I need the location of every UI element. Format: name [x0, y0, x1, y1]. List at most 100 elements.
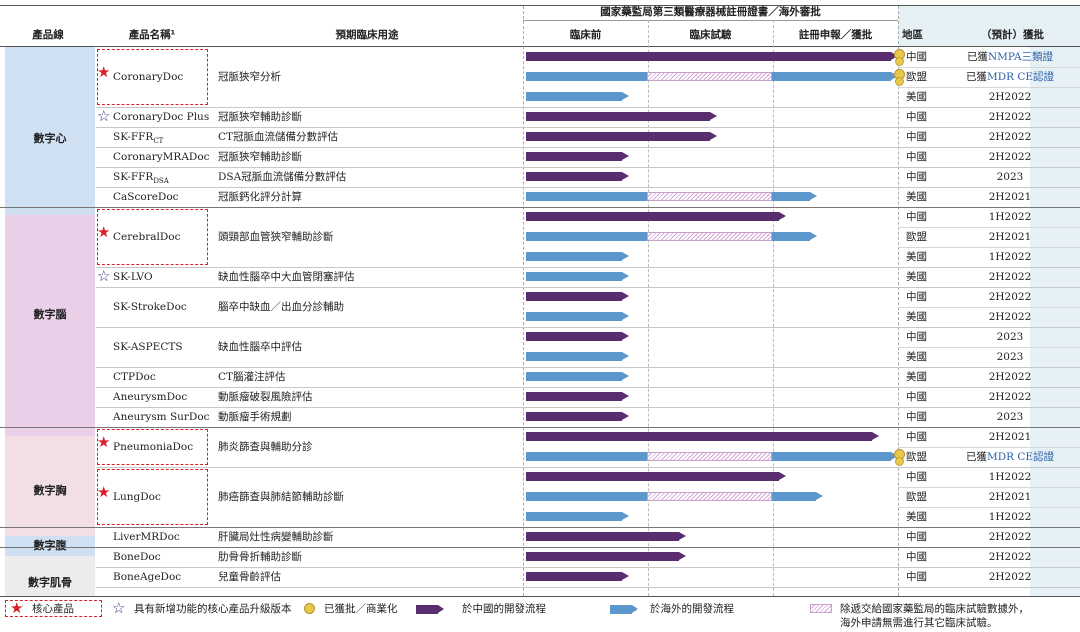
product-name: CerebralDoc	[113, 231, 181, 243]
pipeline-bar-china	[526, 532, 679, 541]
pipeline-bar-tip	[809, 192, 817, 200]
core-product-star-icon: ★	[97, 483, 111, 501]
product-intended-use: CT冠脈血流儲備分數評估	[218, 131, 339, 143]
product-intended-use: 肺癌篩查與肺結節輔助診斷	[218, 491, 344, 503]
category-bg-bone	[5, 556, 95, 596]
pipeline-bar-tip	[622, 172, 630, 180]
row-approval: 2H2022	[988, 531, 1032, 543]
pipeline-bar-tip	[872, 432, 880, 440]
core-product-box	[97, 429, 208, 465]
row-divider	[898, 67, 1080, 68]
product-divider	[96, 387, 1080, 388]
row-region: 歐盟	[906, 491, 927, 503]
product-name: LiverMRDoc	[113, 531, 180, 543]
row-approval: 2H2022	[988, 391, 1032, 403]
pipeline-bar-tip	[622, 512, 630, 520]
stage-divider-1	[648, 20, 649, 596]
category-bg-chest	[5, 436, 95, 536]
product-divider	[96, 467, 1080, 468]
category-label-bone: 數字肌骨	[28, 576, 72, 589]
row-region: 中國	[906, 111, 927, 123]
row-region: 中國	[906, 531, 927, 543]
legend-china-bar	[416, 605, 438, 614]
row-region: 中國	[906, 431, 927, 443]
stage-divider-right	[898, 6, 899, 596]
pipeline-hatch-segment	[647, 232, 772, 241]
product-name: BoneAgeDoc	[113, 571, 182, 583]
row-approval: 1H2022	[988, 211, 1032, 223]
row-divider	[898, 347, 1080, 348]
legend-overseas-bar	[610, 605, 632, 614]
pipeline-bar-tip	[622, 572, 630, 580]
legend-core-box	[5, 600, 102, 617]
row-approval: 2023	[996, 351, 1024, 363]
pipeline-bar-overseas	[526, 372, 623, 381]
core-product-box	[97, 49, 208, 105]
row-region: 中國	[906, 471, 927, 483]
product-intended-use: 肺炎篩查與輔助分診	[218, 441, 313, 453]
pipeline-bar-china	[526, 212, 779, 221]
legend-hatch-swatch	[810, 604, 832, 613]
product-intended-use: 腦卒中缺血／出血分診輔助	[218, 301, 344, 313]
row-region: 美國	[906, 251, 927, 263]
row-approval: 2H2021	[988, 231, 1032, 243]
pipeline-bar-tip	[778, 212, 786, 220]
row-region: 中國	[906, 131, 927, 143]
row-approval: 2023	[996, 331, 1024, 343]
core-product-star-icon: ★	[97, 63, 111, 81]
row-divider	[898, 307, 1080, 308]
product-name: PneumoniaDoc	[113, 441, 194, 453]
row-region: 中國	[906, 211, 927, 223]
row-approval: 2H2022	[988, 131, 1032, 143]
row-approval: 已獲MDR CE認證	[965, 451, 1055, 463]
pipeline-bar-overseas	[526, 512, 623, 521]
product-intended-use: 冠脈狹窄輔助診斷	[218, 111, 302, 123]
category-label-heart: 數字心	[33, 132, 67, 145]
product-intended-use: 頭頸部血管狹窄輔助診斷	[218, 231, 334, 243]
pipeline-bar-china	[526, 432, 873, 441]
header-bottom-line	[0, 46, 1080, 47]
category-divider	[0, 547, 1080, 548]
row-approval: 2H2022	[988, 151, 1032, 163]
product-intended-use: DSA冠脈血流儲備分數評估	[218, 171, 347, 183]
stage-group-header: 國家藥監局第三類醫療器械註冊證書／海外審批	[600, 6, 821, 18]
product-intended-use: 動脈瘤破裂風險評估	[218, 391, 313, 403]
pipeline-bar-overseas	[526, 252, 623, 261]
pipeline-bar-tip	[622, 252, 630, 260]
legend-hatch-note-2: 海外申請無需進行其它臨床試驗。	[840, 617, 998, 629]
legend-core-label: 核心產品	[32, 603, 74, 615]
product-name: AneurysmDoc	[113, 391, 188, 403]
legend-overseas-bar-tip	[632, 605, 638, 613]
pipeline-bar-tip	[622, 332, 630, 340]
row-divider	[898, 87, 1080, 88]
product-intended-use: 冠脈狹窄輔助診斷	[218, 151, 302, 163]
row-approval: 2H2021	[988, 431, 1032, 443]
pipeline-bar-tip	[709, 112, 717, 120]
row-divider	[898, 507, 1080, 508]
product-divider	[96, 287, 1080, 288]
core-product-box	[97, 469, 208, 525]
category-divider	[0, 427, 1080, 428]
product-name: SK-StrokeDoc	[113, 301, 187, 313]
row-divider	[898, 247, 1080, 248]
row-region: 中國	[906, 571, 927, 583]
header-approval: （預計）獲批	[981, 29, 1044, 41]
row-approval: 已獲MDR CE認證	[965, 71, 1055, 83]
product-name: CTPDoc	[113, 371, 156, 383]
row-region: 美國	[906, 311, 927, 323]
row-region: 中國	[906, 51, 927, 63]
row-divider	[898, 487, 1080, 488]
header-right-shade	[898, 6, 1080, 46]
product-name: CoronaryMRADoc	[113, 151, 210, 163]
product-name: LungDoc	[113, 491, 161, 503]
product-intended-use: 肋骨骨折輔助診斷	[218, 551, 302, 563]
approved-medal-icon	[895, 57, 904, 66]
row-approval: 2H2021	[988, 191, 1032, 203]
product-name: SK-ASPECTS	[113, 341, 183, 353]
row-region: 中國	[906, 411, 927, 423]
legend-upgrade-label: 具有新增功能的核心產品升級版本	[134, 603, 292, 615]
row-region: 美國	[906, 191, 927, 203]
header-top-line	[0, 5, 1080, 6]
category-label-abdomen: 數字腹	[33, 539, 67, 552]
pipeline-bar-china	[526, 472, 779, 481]
